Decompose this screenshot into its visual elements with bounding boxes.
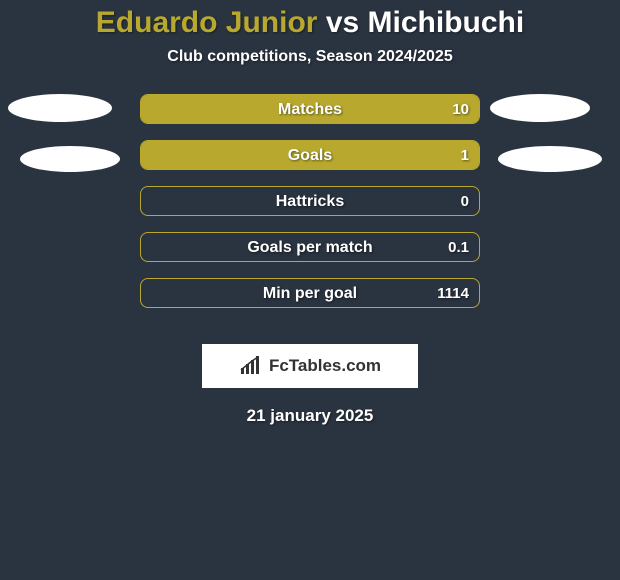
- player-placeholder-ellipse: [490, 94, 590, 122]
- brand-badge: FcTables.com: [202, 344, 418, 388]
- stat-row: Matches10: [140, 94, 480, 124]
- stat-value: 0: [461, 187, 469, 217]
- stat-row: Goals per match0.1: [140, 232, 480, 262]
- player2-name: Michibuchi: [368, 6, 525, 39]
- stat-label: Matches: [141, 95, 479, 125]
- vs-label: vs: [326, 6, 359, 39]
- stat-label: Min per goal: [141, 279, 479, 309]
- stat-value: 0.1: [448, 233, 469, 263]
- date-label: 21 january 2025: [0, 406, 620, 426]
- player1-name: Eduardo Junior: [96, 6, 318, 39]
- stat-label: Goals per match: [141, 233, 479, 263]
- player-placeholder-ellipse: [20, 146, 120, 172]
- player-placeholder-ellipse: [8, 94, 112, 122]
- stat-row: Goals1: [140, 140, 480, 170]
- stat-label: Goals: [141, 141, 479, 171]
- bar-chart-icon: [239, 356, 265, 376]
- stat-value: 1114: [437, 279, 469, 309]
- stat-row: Hattricks0: [140, 186, 480, 216]
- stat-label: Hattricks: [141, 187, 479, 217]
- stats-chart: Matches10Goals1Hattricks0Goals per match…: [0, 94, 620, 324]
- player-placeholder-ellipse: [498, 146, 602, 172]
- stat-value: 10: [452, 95, 469, 125]
- brand-text: FcTables.com: [269, 356, 381, 376]
- subtitle: Club competitions, Season 2024/2025: [0, 48, 620, 66]
- comparison-title: Eduardo Junior vs Michibuchi: [0, 0, 620, 40]
- stat-value: 1: [461, 141, 469, 171]
- stat-row: Min per goal1114: [140, 278, 480, 308]
